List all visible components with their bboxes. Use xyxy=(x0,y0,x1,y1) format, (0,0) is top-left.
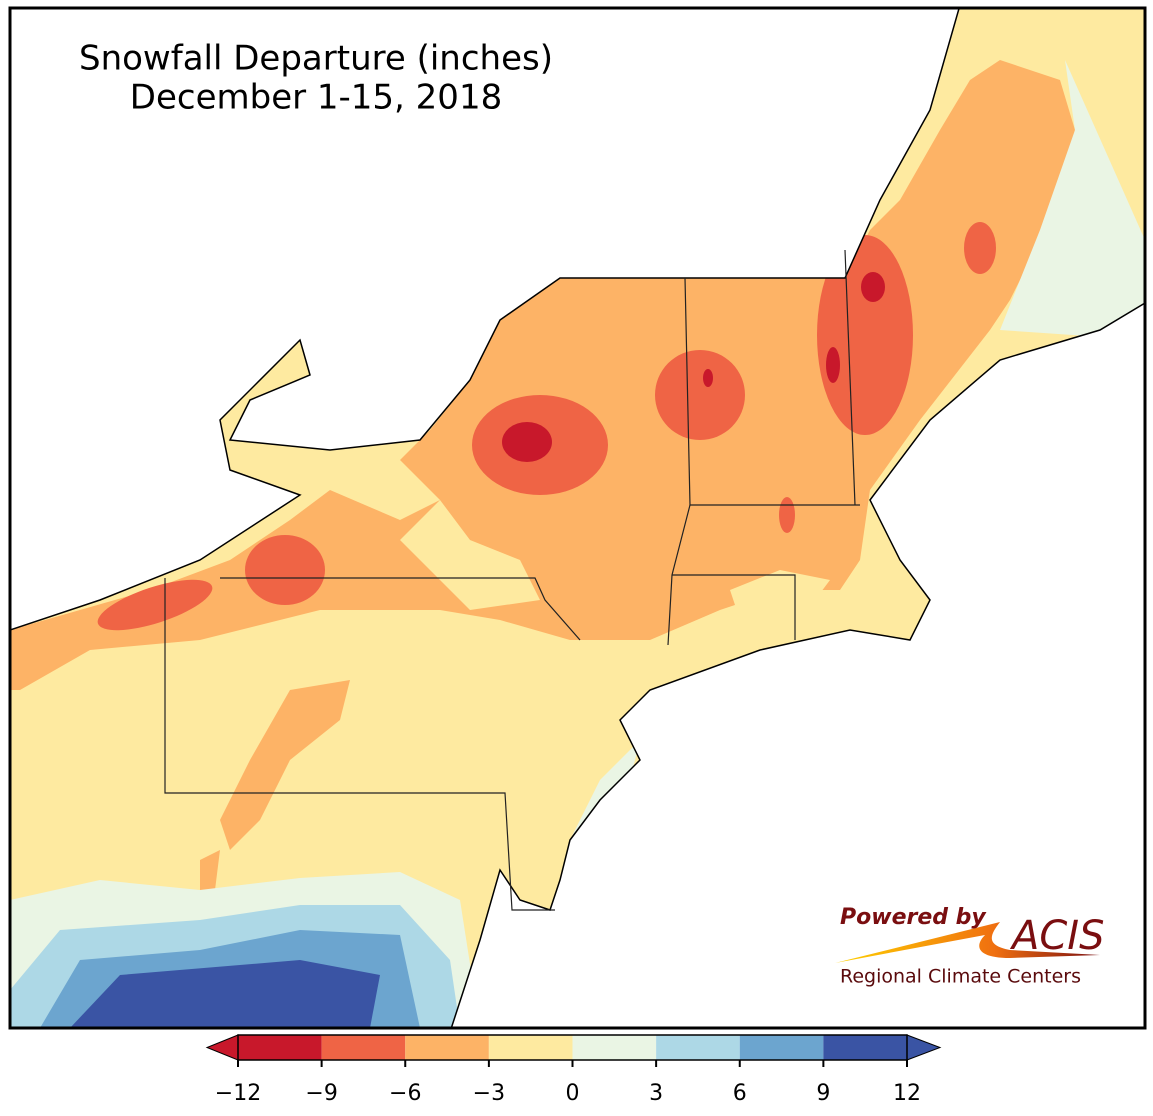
logo: Powered by ACIS Regional Climate Centers xyxy=(835,905,1104,988)
state-border xyxy=(667,504,691,646)
map-area xyxy=(10,8,1145,1028)
map-subtitle: December 1-15, 2018 xyxy=(130,78,502,118)
contour-region xyxy=(861,272,885,302)
contour-region xyxy=(97,579,213,631)
logo-name: ACIS xyxy=(1009,913,1104,959)
map-frame xyxy=(8,6,1147,1030)
colorbar-tick-label: 3 xyxy=(649,1081,663,1106)
contour-region xyxy=(817,235,913,435)
colorbar-segment xyxy=(739,1035,824,1060)
colorbar-tick-label: −3 xyxy=(473,1081,505,1106)
colorbar-tick-label: −6 xyxy=(389,1081,421,1106)
contour-region xyxy=(400,500,540,610)
contour-region xyxy=(502,422,552,462)
colorbar-segment xyxy=(238,1035,322,1060)
colorbar-tick-label: 9 xyxy=(816,1081,830,1106)
contour-region xyxy=(964,222,996,274)
colorbar-tick-label: −12 xyxy=(215,1081,261,1106)
colorbar-extend-high xyxy=(906,1034,942,1061)
state-border xyxy=(220,577,581,641)
colorbar-segment xyxy=(321,1035,406,1060)
contour-region xyxy=(245,535,325,605)
ocean xyxy=(450,302,1145,1028)
state-border xyxy=(672,574,796,640)
logo-swoosh xyxy=(835,922,1100,963)
colorbar-segment xyxy=(488,1035,573,1060)
map-title: Snowfall Departure (inches) xyxy=(79,39,553,79)
state-border xyxy=(844,249,856,506)
colorbar-tick-label: 12 xyxy=(893,1081,921,1106)
colorbar-segment xyxy=(823,1035,907,1060)
logo-tagline: Powered by xyxy=(840,905,987,930)
contour-region xyxy=(779,497,795,533)
colorbar: −12 −9 −6 −3 0 3 6 9 12 xyxy=(205,1034,942,1106)
canada-and-lakes xyxy=(10,8,960,631)
contour-region xyxy=(200,850,220,895)
colorbar-segment xyxy=(572,1035,657,1060)
contour-region xyxy=(655,350,745,440)
contour-region xyxy=(703,369,713,387)
contour-region xyxy=(1000,60,1145,340)
contour-region xyxy=(220,680,350,850)
colorbar-tick-label: 6 xyxy=(733,1081,747,1106)
contour-region xyxy=(10,60,1075,690)
state-border xyxy=(164,578,555,911)
colorbar-segment xyxy=(656,1035,740,1060)
colorbar-extend-low xyxy=(205,1034,239,1061)
colorbar-segment xyxy=(405,1035,489,1060)
logo-caption: Regional Climate Centers xyxy=(840,966,1081,988)
contour-region xyxy=(826,347,840,383)
colorbar-tick-label: −9 xyxy=(305,1081,337,1106)
colorbar-tick-label: 0 xyxy=(566,1081,580,1106)
contour-region xyxy=(730,570,830,620)
contour-region xyxy=(70,960,380,1028)
